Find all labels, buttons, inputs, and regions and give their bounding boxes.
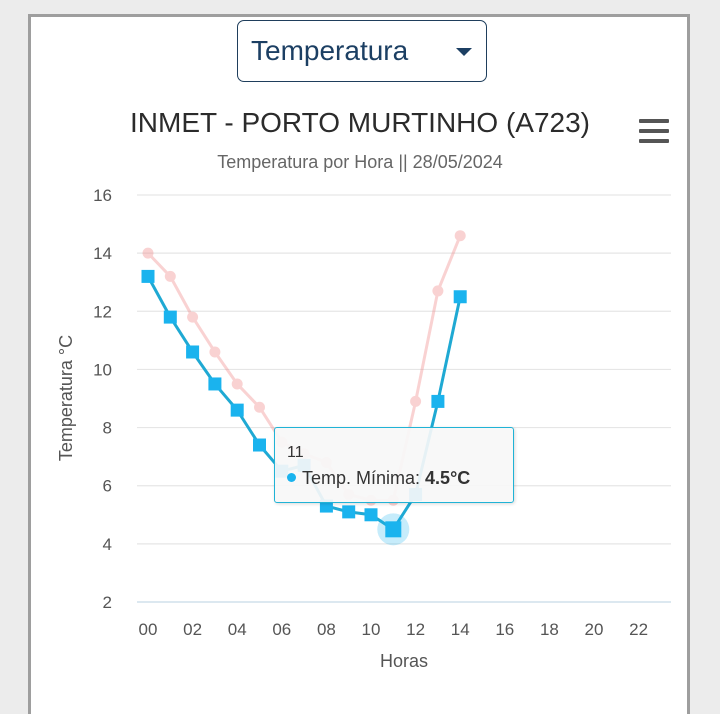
data-point (453, 290, 467, 304)
x-tick-label: 14 (451, 620, 470, 639)
x-tick-label: 06 (272, 620, 291, 639)
data-point (454, 230, 466, 242)
tooltip: 11 Temp. Mínima: 4.5°C (274, 427, 514, 503)
y-tick-label: 8 (103, 419, 112, 438)
series-minimum (141, 269, 467, 546)
tooltip-x-value: 11 (287, 444, 304, 461)
data-point (142, 247, 154, 259)
data-point (141, 269, 155, 283)
data-point (432, 285, 444, 297)
grid-lines (137, 194, 671, 603)
x-tick-label: 18 (540, 620, 559, 639)
data-point (253, 438, 266, 452)
menu-icon[interactable] (637, 117, 671, 145)
data-point (187, 311, 199, 323)
data-point (163, 310, 177, 324)
data-point (186, 345, 200, 359)
chevron-down-icon (456, 48, 472, 56)
chart-card: Temperatura (28, 14, 690, 714)
data-point (231, 378, 243, 390)
x-tick-label: 04 (228, 620, 247, 639)
data-point (364, 508, 378, 522)
temperature-chart: INMET - PORTO MURTINHO (A723) Temperatur… (56, 107, 671, 671)
x-tick-label: 10 (362, 620, 381, 639)
x-tick-label: 20 (585, 620, 604, 639)
y-tick-label: 2 (103, 593, 112, 612)
y-tick-label: 16 (93, 186, 112, 205)
tooltip-value: 4.5°C (425, 468, 471, 488)
data-point (254, 401, 265, 413)
chart-subtitle: Temperatura por Hora || 28/05/2024 (217, 152, 503, 172)
chart-title: INMET - PORTO MURTINHO (A723) (130, 107, 590, 138)
x-tick-label: 16 (495, 620, 514, 639)
y-tick-label: 10 (93, 360, 112, 379)
data-point (230, 403, 244, 417)
tooltip-row: Temp. Mínima: 4.5°C (287, 468, 470, 489)
variable-select-value: Temperatura (251, 35, 409, 66)
data-point (342, 505, 356, 519)
y-tick-label: 4 (103, 535, 112, 554)
data-point (410, 395, 422, 407)
y-tick-label: 6 (103, 477, 112, 496)
y-axis-ticks: 2 4 6 8 10 12 14 16 (93, 186, 112, 612)
x-tick-label: 22 (629, 620, 648, 639)
x-tick-label: 08 (317, 620, 336, 639)
variable-select[interactable]: Temperatura (237, 20, 487, 82)
data-point-highlighted (385, 521, 402, 538)
x-axis-title: Horas (380, 651, 428, 671)
tooltip-marker (287, 473, 296, 482)
y-tick-label: 14 (93, 244, 112, 263)
x-tick-label: 12 (406, 620, 425, 639)
tooltip-series-name: Temp. Mínima (302, 468, 416, 488)
data-point (164, 270, 176, 282)
data-point (209, 346, 221, 358)
x-tick-label: 02 (183, 620, 202, 639)
x-tick-label: 00 (139, 620, 158, 639)
y-tick-label: 12 (93, 302, 112, 321)
data-point (208, 377, 222, 391)
data-point (431, 394, 445, 408)
y-axis-title: Temperatura °C (56, 335, 76, 461)
x-axis-ticks: 00 02 04 06 08 10 12 14 16 18 20 22 (139, 620, 649, 639)
